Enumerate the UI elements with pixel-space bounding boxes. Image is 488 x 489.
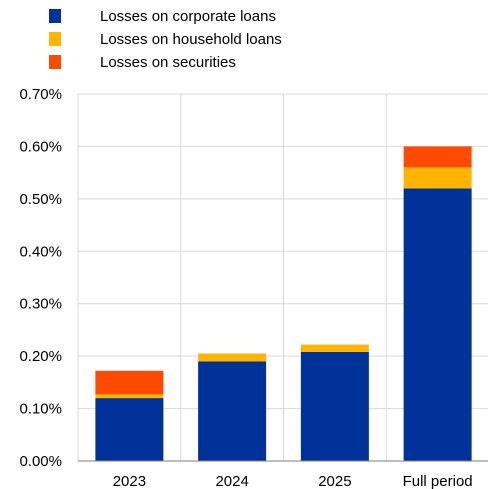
y-tick-label: 0.10% bbox=[19, 401, 62, 418]
x-tick-label: 2025 bbox=[318, 473, 351, 489]
y-tick-label: 0.20% bbox=[19, 348, 62, 365]
legend-label-2: Losses on household loans bbox=[100, 31, 282, 48]
y-axis: 0.00% 0.10% 0.20% 0.30% 0.40% 0.50% 0.60% 0.70% bbox=[19, 86, 62, 470]
bar-segment-2 bbox=[95, 394, 164, 399]
bar-segment-1 bbox=[300, 351, 369, 461]
gridlines bbox=[77, 93, 488, 461]
y-tick-label: 0.70% bbox=[19, 86, 62, 103]
legend-swatch-2 bbox=[49, 32, 61, 46]
y-tick-label: 0.40% bbox=[19, 243, 62, 260]
y-tick-label: 0.00% bbox=[19, 453, 62, 470]
legend-swatch-3 bbox=[49, 55, 61, 69]
y-tick-label: 0.60% bbox=[19, 138, 62, 155]
bar-segment-2 bbox=[300, 344, 369, 352]
legend: Losses on corporate loans Losses on house… bbox=[49, 8, 282, 71]
bar-segment-2 bbox=[403, 167, 472, 189]
bars bbox=[95, 146, 472, 461]
legend-label-3: Losses on securities bbox=[100, 54, 236, 71]
bar-segment-3 bbox=[403, 146, 472, 168]
y-tick-label: 0.50% bbox=[19, 191, 62, 208]
x-tick-label: 2023 bbox=[113, 473, 146, 489]
legend-label-1: Losses on corporate loans bbox=[100, 8, 276, 25]
y-tick-label: 0.30% bbox=[19, 296, 62, 313]
x-tick-label: 2024 bbox=[215, 473, 248, 489]
x-tick-label: Full period bbox=[403, 473, 473, 489]
x-axis: 2023 2024 2025 Full period bbox=[78, 460, 488, 489]
bar-segment-3 bbox=[95, 370, 164, 395]
bar-segment-1 bbox=[198, 361, 267, 461]
bar-segment-1 bbox=[403, 188, 472, 461]
legend-swatch-1 bbox=[49, 9, 61, 23]
bar-segment-2 bbox=[198, 353, 267, 362]
bar-segment-1 bbox=[95, 398, 164, 461]
